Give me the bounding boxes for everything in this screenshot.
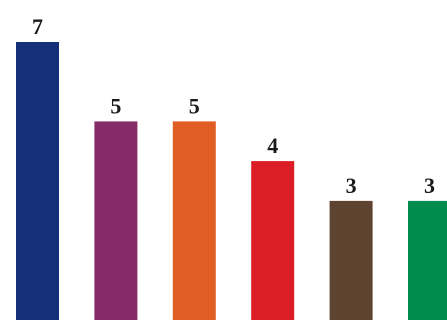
bar-5-value-label: 3 [346, 173, 357, 198]
bar-2-value-label: 5 [110, 93, 121, 118]
bar-3 [172, 121, 216, 320]
bar-2 [94, 121, 138, 320]
bar-1 [16, 42, 59, 320]
data-labels-group: 7 5 5 4 3 3 [32, 14, 435, 198]
bar-5 [329, 200, 373, 320]
bar-1-value-label: 7 [32, 14, 43, 39]
bar-4 [251, 161, 295, 320]
bar-4-value-label: 4 [267, 133, 278, 158]
bar-6 [408, 200, 447, 320]
bars-group [16, 42, 447, 320]
bar-6-value-label: 3 [424, 173, 435, 198]
bar-3-value-label: 5 [189, 93, 200, 118]
